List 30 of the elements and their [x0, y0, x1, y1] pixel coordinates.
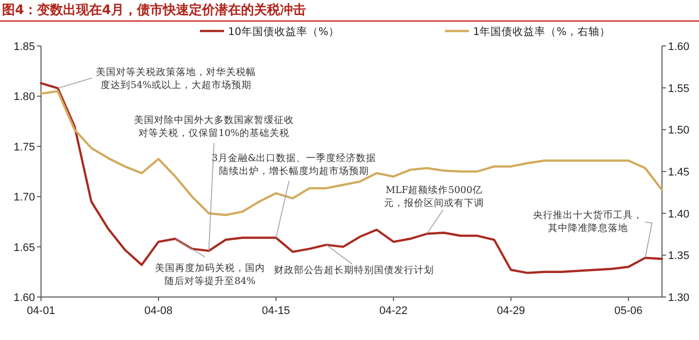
y2-tick-label: 1.30 [668, 292, 690, 304]
x-tick-label: 04-15 [262, 305, 290, 317]
y2-tick-label: 1.45 [668, 166, 690, 178]
y-tick-label: 1.70 [14, 192, 35, 204]
x-tick-label: 05-06 [614, 305, 643, 317]
y-tick-label: 1.75 [14, 141, 35, 154]
y-tick-label: 1.65 [14, 242, 35, 254]
annotation: 央行推出十大货币工具，其中降准降息落地 [532, 209, 644, 235]
annotation: 3月金融&出口数据、一季度经济数据陆续出炉，增长幅度均超市场预期 [210, 152, 378, 178]
y2-tick-label: 1.55 [668, 82, 690, 95]
line-series [40, 82, 664, 274]
y2-tick-label: 1.35 [668, 250, 690, 262]
y2-tick-label: 1.40 [668, 208, 690, 220]
x-tick-label: 04-29 [496, 305, 526, 317]
x-tick-label: 04-08 [144, 305, 173, 317]
x-tick-label: 04-01 [26, 305, 56, 317]
x-tick-label: 04-22 [379, 305, 408, 317]
y2-tick-label: 1.50 [668, 124, 690, 137]
y2-tick-label: 1.60 [668, 41, 690, 53]
legend-label: 10年国债收益率（%） [228, 25, 340, 38]
annotation: 美国对等关税政策落地，对华关税幅度达到54%或以上，大超市场预期 [96, 66, 256, 92]
annotation: 美国对除中国外大多数国家暂缓征收对等关税，仅保留10%的基础关税 [134, 114, 294, 140]
legend-label: 1年国债收益率（%，右轴） [473, 25, 611, 38]
y-tick-label: 1.85 [14, 41, 35, 53]
chart-title: 图4：变数出现在4月，债市快速定价潜在的关税冲击 [2, 2, 306, 18]
y-tick-label: 1.80 [14, 91, 35, 104]
y-tick-label: 1.60 [14, 292, 35, 304]
annotation: 财政部公告超长期特别国债发行计划 [274, 264, 434, 277]
annotation: MLF超额续作5000亿元，报价区间或有下调 [383, 184, 485, 210]
annotation: 美国再度加码关税，国内随后对等提升至84% [154, 262, 266, 288]
